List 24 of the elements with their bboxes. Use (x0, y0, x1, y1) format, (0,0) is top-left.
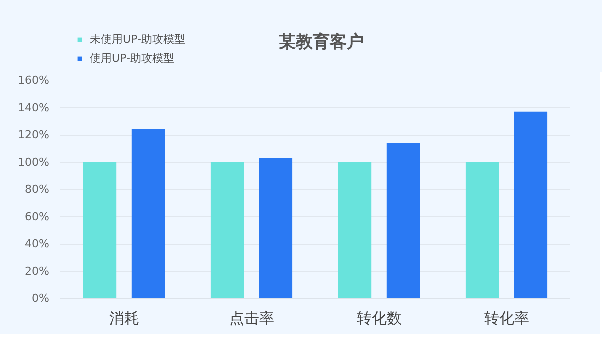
y-tick-label: 80% (25, 183, 50, 196)
y-tick-label: 40% (25, 238, 50, 250)
y-tick-label: 120% (18, 128, 50, 142)
x-tick-label: 消耗 (109, 310, 140, 328)
x-tick-label: 转化率 (484, 310, 530, 328)
legend-label: 使用UP-助攻模型 (90, 51, 174, 66)
x-tick-label: 点击率 (229, 310, 274, 328)
chart-title: 某教育客户 (278, 31, 364, 52)
y-tick-label: 160% (18, 74, 50, 87)
y-tick-label: 20% (25, 264, 50, 278)
bar (466, 162, 500, 298)
bar (514, 112, 548, 298)
bar (83, 162, 117, 298)
legend-label: 未使用UP-助攻模型 (90, 32, 186, 47)
bar (338, 162, 372, 298)
y-tick-label: 140% (18, 101, 50, 114)
y-tick-label: 100% (18, 156, 50, 169)
y-tick-label: 60% (25, 210, 50, 224)
bar (132, 130, 166, 298)
bar (386, 143, 420, 298)
y-tick-label: 0% (32, 292, 50, 305)
bar (210, 162, 244, 298)
bar (259, 158, 293, 298)
x-tick-label: 转化数 (356, 310, 402, 328)
